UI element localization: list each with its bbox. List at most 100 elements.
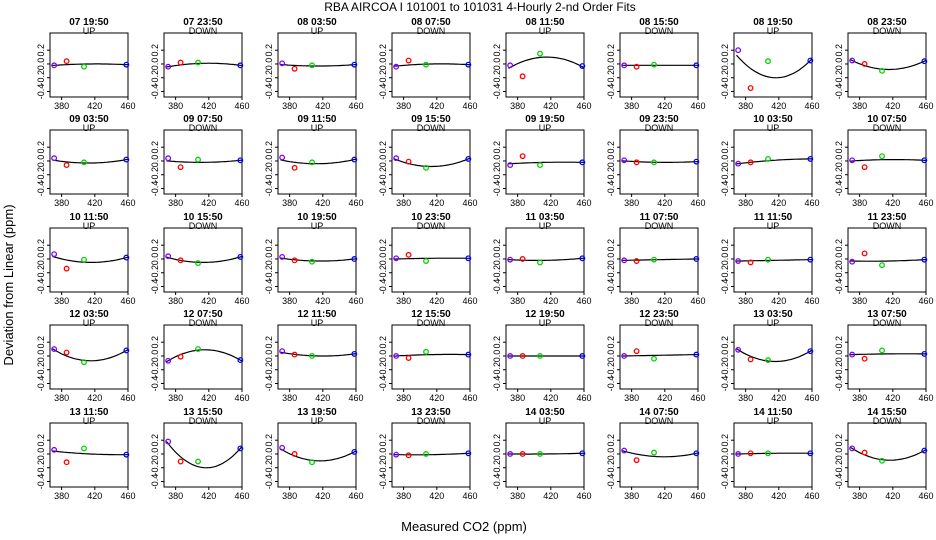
x-tick-label: 380 [168, 296, 183, 306]
fit-curve [394, 63, 471, 67]
y-tick-label: 0.2 [150, 434, 160, 447]
fit-curve [166, 62, 243, 68]
panel-title: 07 23:50 [183, 17, 223, 28]
fit-curve [622, 354, 698, 357]
y-tick-label: -0.2 [492, 362, 502, 378]
data-point [693, 62, 700, 69]
data-point [879, 457, 885, 464]
x-tick-label: 420 [315, 296, 330, 306]
data-point [405, 251, 412, 258]
data-point [735, 160, 742, 167]
panel-mode-label: DOWN [873, 26, 902, 36]
y-tick-label: -0.2 [606, 362, 616, 378]
y-tick-label: -0.4 [378, 181, 388, 197]
x-tick-label: 380 [396, 393, 411, 403]
fit-curve [52, 63, 129, 67]
panel-mode-label: UP [83, 221, 96, 231]
x-tick-label: 420 [429, 198, 444, 208]
panel-title: 13 11:50 [70, 407, 109, 418]
data-point [507, 62, 514, 69]
y-tick-label: 0.2 [36, 434, 46, 447]
data-point [735, 451, 742, 457]
data-point [195, 156, 201, 163]
panel-title: 13 07:50 [867, 309, 907, 320]
y-tick-label: -0.2 [834, 167, 844, 183]
y-tick-label: -0.2 [378, 70, 388, 86]
data-point [393, 155, 400, 162]
panel-title: 12 15:50 [411, 309, 451, 320]
y-tick-label: 0.0 [606, 253, 616, 266]
panel-mode-label: UP [311, 416, 324, 426]
y-tick-label: 0.2 [606, 141, 616, 154]
data-point [579, 450, 586, 457]
panel-title: 12 03:50 [69, 309, 109, 320]
y-tick-label: -0.2 [264, 460, 274, 476]
fit-curve [280, 257, 357, 262]
panel-title: 09 23:50 [639, 114, 679, 125]
data-point [765, 450, 771, 457]
panel-mode-label: DOWN [645, 26, 674, 36]
y-tick-label: -0.4 [36, 84, 46, 100]
panel-title: 09 15:50 [411, 114, 451, 125]
y-tick-label: 0.2 [378, 44, 388, 57]
x-tick-label: 380 [624, 393, 639, 403]
x-tick-label: 460 [462, 198, 477, 208]
data-point [621, 62, 628, 69]
panel-mode-label: UP [539, 123, 552, 133]
data-point [165, 63, 172, 70]
panel-mode-label: DOWN [189, 123, 218, 133]
panel-frame [619, 324, 699, 390]
panel-title: 10 23:50 [411, 212, 451, 223]
data-point [51, 62, 58, 69]
fit-curve [166, 159, 243, 163]
panel-mode-label: DOWN [873, 318, 902, 328]
y-tick-label: -0.2 [150, 460, 160, 476]
y-tick-label: -0.4 [492, 376, 502, 392]
data-point [423, 348, 429, 355]
x-tick-label: 420 [315, 491, 330, 501]
data-point [465, 351, 472, 358]
panel-mode-label: UP [539, 221, 552, 231]
y-tick-label: -0.2 [606, 70, 616, 86]
data-point [747, 259, 754, 266]
panel-frame [391, 324, 471, 390]
y-tick-label: 0.0 [720, 155, 730, 168]
x-tick-label: 420 [771, 393, 786, 403]
x-tick-label: 420 [87, 198, 102, 208]
panel-title: 10 15:50 [183, 212, 223, 223]
y-tick-label: -0.4 [720, 181, 730, 197]
y-tick-label: -0.2 [264, 265, 274, 281]
y-tick-label: -0.4 [720, 279, 730, 295]
y-tick-label: 0.2 [492, 141, 502, 154]
data-point [279, 348, 286, 355]
data-point [747, 450, 754, 457]
y-tick-label: 0.0 [378, 253, 388, 266]
panel-frame [733, 129, 813, 195]
data-point [291, 164, 298, 171]
x-tick-label: 420 [885, 296, 900, 306]
data-point [291, 257, 298, 264]
x-tick-label: 380 [738, 198, 753, 208]
fit-curve [736, 259, 813, 262]
y-tick-label: 0.0 [264, 58, 274, 71]
panel-title: 14 03:50 [525, 407, 565, 418]
panel-title: 10 11:50 [70, 212, 109, 223]
x-tick-label: 420 [771, 491, 786, 501]
x-tick-label: 420 [201, 393, 216, 403]
x-tick-label: 380 [282, 491, 297, 501]
data-point [51, 251, 58, 258]
y-tick-label: -0.4 [378, 84, 388, 100]
y-tick-label: -0.4 [264, 84, 274, 100]
data-point [849, 57, 856, 64]
x-tick-label: 460 [918, 491, 933, 501]
x-tick-label: 460 [804, 393, 819, 403]
y-tick-label: 0.2 [264, 239, 274, 252]
data-point [861, 449, 868, 456]
fit-curve [394, 257, 470, 260]
y-tick-label: -0.4 [264, 376, 274, 392]
